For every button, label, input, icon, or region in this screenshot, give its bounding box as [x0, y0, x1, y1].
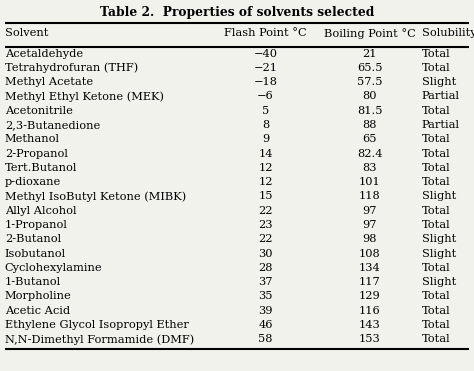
Text: 30: 30 [258, 249, 273, 259]
Text: Total: Total [422, 206, 450, 216]
Text: 58: 58 [258, 334, 273, 344]
Text: N,N-Dimethyl Formamide (DMF): N,N-Dimethyl Formamide (DMF) [5, 334, 194, 345]
Text: 22: 22 [258, 206, 273, 216]
Text: Methanol: Methanol [5, 134, 60, 144]
Text: 83: 83 [363, 163, 377, 173]
Text: 65.5: 65.5 [357, 63, 383, 73]
Text: Boiling Point °C: Boiling Point °C [324, 28, 416, 39]
Text: 5: 5 [262, 106, 269, 116]
Text: 88: 88 [363, 120, 377, 130]
Text: 1-Butanol: 1-Butanol [5, 277, 61, 287]
Text: Slight: Slight [422, 234, 456, 244]
Text: Cyclohexylamine: Cyclohexylamine [5, 263, 102, 273]
Text: Total: Total [422, 49, 450, 59]
Text: 37: 37 [258, 277, 273, 287]
Text: 2-Butanol: 2-Butanol [5, 234, 61, 244]
Text: 39: 39 [258, 306, 273, 316]
Text: 82.4: 82.4 [357, 149, 383, 158]
Text: Total: Total [422, 334, 450, 344]
Text: Slight: Slight [422, 277, 456, 287]
Text: 57.5: 57.5 [357, 77, 383, 87]
Text: Allyl Alcohol: Allyl Alcohol [5, 206, 76, 216]
Text: −21: −21 [254, 63, 277, 73]
Text: 116: 116 [359, 306, 381, 316]
Text: 97: 97 [363, 220, 377, 230]
Text: Solubility: Solubility [422, 28, 474, 38]
Text: 1-Propanol: 1-Propanol [5, 220, 68, 230]
Text: −6: −6 [257, 91, 274, 101]
Text: 14: 14 [258, 149, 273, 158]
Text: Isobutanol: Isobutanol [5, 249, 66, 259]
Text: 22: 22 [258, 234, 273, 244]
Text: 12: 12 [258, 177, 273, 187]
Text: Total: Total [422, 163, 450, 173]
Text: Total: Total [422, 106, 450, 116]
Text: 143: 143 [359, 320, 381, 330]
Text: 97: 97 [363, 206, 377, 216]
Text: Tert.Butanol: Tert.Butanol [5, 163, 77, 173]
Text: 15: 15 [258, 191, 273, 201]
Text: 98: 98 [363, 234, 377, 244]
Text: Total: Total [422, 220, 450, 230]
Text: Total: Total [422, 263, 450, 273]
Text: Total: Total [422, 149, 450, 158]
Text: Flash Point °C: Flash Point °C [224, 28, 307, 38]
Text: Total: Total [422, 292, 450, 301]
Text: Solvent: Solvent [5, 28, 48, 38]
Text: 35: 35 [258, 292, 273, 301]
Text: 46: 46 [258, 320, 273, 330]
Text: p-dioxane: p-dioxane [5, 177, 61, 187]
Text: Ethylene Glycol Isopropyl Ether: Ethylene Glycol Isopropyl Ether [5, 320, 189, 330]
Text: Acetonitrile: Acetonitrile [5, 106, 73, 116]
Text: 2-Propanol: 2-Propanol [5, 149, 68, 158]
Text: Slight: Slight [422, 77, 456, 87]
Text: Methyl Ethyl Ketone (MEK): Methyl Ethyl Ketone (MEK) [5, 91, 164, 102]
Text: 153: 153 [359, 334, 381, 344]
Text: −40: −40 [254, 49, 277, 59]
Text: Total: Total [422, 177, 450, 187]
Text: Slight: Slight [422, 249, 456, 259]
Text: Total: Total [422, 63, 450, 73]
Text: 118: 118 [359, 191, 381, 201]
Text: −18: −18 [254, 77, 277, 87]
Text: Acetic Acid: Acetic Acid [5, 306, 70, 316]
Text: Total: Total [422, 320, 450, 330]
Text: Partial: Partial [422, 120, 460, 130]
Text: Acetaldehyde: Acetaldehyde [5, 49, 83, 59]
Text: 8: 8 [262, 120, 269, 130]
Text: Total: Total [422, 306, 450, 316]
Text: 134: 134 [359, 263, 381, 273]
Text: Methyl Acetate: Methyl Acetate [5, 77, 93, 87]
Text: 65: 65 [363, 134, 377, 144]
Text: 101: 101 [359, 177, 381, 187]
Text: 117: 117 [359, 277, 381, 287]
Text: Table 2.  Properties of solvents selected: Table 2. Properties of solvents selected [100, 6, 374, 19]
Text: 108: 108 [359, 249, 381, 259]
Text: 12: 12 [258, 163, 273, 173]
Text: 2,3-Butanedione: 2,3-Butanedione [5, 120, 100, 130]
Text: 23: 23 [258, 220, 273, 230]
Text: 28: 28 [258, 263, 273, 273]
Text: 9: 9 [262, 134, 269, 144]
Text: Slight: Slight [422, 191, 456, 201]
Text: 129: 129 [359, 292, 381, 301]
Text: Methyl IsoButyl Ketone (MIBK): Methyl IsoButyl Ketone (MIBK) [5, 191, 186, 202]
Text: 21: 21 [363, 49, 377, 59]
Text: 80: 80 [363, 91, 377, 101]
Text: Morpholine: Morpholine [5, 292, 72, 301]
Text: Total: Total [422, 134, 450, 144]
Text: Tetrahydrofuran (THF): Tetrahydrofuran (THF) [5, 63, 138, 73]
Text: Partial: Partial [422, 91, 460, 101]
Text: 81.5: 81.5 [357, 106, 383, 116]
